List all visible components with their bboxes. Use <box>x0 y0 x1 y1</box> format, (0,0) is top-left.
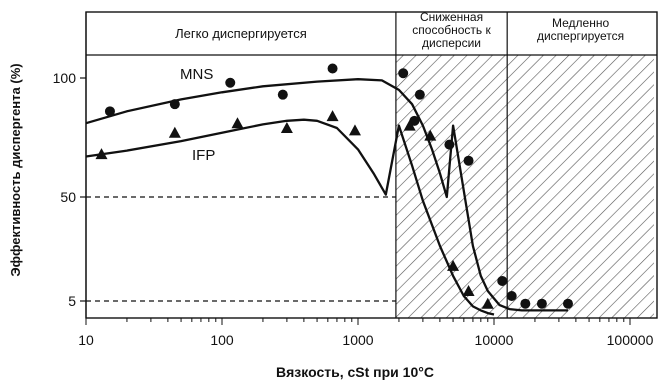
series-curve-IFP <box>85 118 495 316</box>
zone-label-0: Легко диспергируется <box>175 26 307 41</box>
point-MNS-12 <box>520 298 531 309</box>
x-tick-label-10000: 10000 <box>475 332 514 348</box>
zone-label-1: Сниженная способность к дисперсии <box>412 10 491 50</box>
point-IFP-5 <box>348 124 361 136</box>
point-IFP-0 <box>95 148 108 160</box>
point-IFP-1 <box>168 126 181 138</box>
y-tick-label-50: 50 <box>60 189 76 205</box>
point-MNS-6 <box>414 89 425 100</box>
x-tick-label-100000: 100000 <box>607 332 654 348</box>
y-tick-label-100: 100 <box>53 70 77 86</box>
point-MNS-5 <box>398 68 409 79</box>
point-MNS-10 <box>497 275 508 286</box>
point-IFP-9 <box>462 284 475 296</box>
point-MNS-8 <box>444 139 455 150</box>
point-MNS-7 <box>409 115 420 126</box>
point-IFP-7 <box>424 129 437 141</box>
x-tick-label-10: 10 <box>78 332 94 348</box>
point-MNS-11 <box>506 290 517 301</box>
point-MNS-0 <box>104 106 115 117</box>
point-IFP-10 <box>481 297 494 309</box>
y-axis-title: Эффективность диспергента (%) <box>8 63 23 276</box>
plot-frame <box>85 11 658 319</box>
x-tick-label-100: 100 <box>210 332 234 348</box>
point-IFP-4 <box>326 110 339 122</box>
x-axis-title: Вязкость, cSt при 10°C <box>276 364 434 380</box>
point-IFP-6 <box>403 119 416 131</box>
point-MNS-9 <box>463 155 474 166</box>
zone-label-2: Медленно диспергируется <box>537 16 624 43</box>
point-IFP-8 <box>447 259 460 271</box>
point-MNS-1 <box>169 99 180 110</box>
zone-hatch-1 <box>395 55 508 318</box>
point-MNS-4 <box>327 63 338 74</box>
series-label-MNS: MNS <box>180 66 213 83</box>
series-curve-MNS <box>85 78 568 312</box>
point-IFP-3 <box>280 121 293 133</box>
point-MNS-13 <box>536 298 547 309</box>
x-tick-label-1000: 1000 <box>342 332 373 348</box>
y-tick-label-5: 5 <box>68 293 76 309</box>
point-IFP-2 <box>231 117 244 129</box>
series-label-IFP: IFP <box>192 147 215 164</box>
point-MNS-2 <box>225 77 236 88</box>
point-MNS-14 <box>562 298 573 309</box>
zone-hatch-2 <box>507 55 654 318</box>
point-MNS-3 <box>277 89 288 100</box>
